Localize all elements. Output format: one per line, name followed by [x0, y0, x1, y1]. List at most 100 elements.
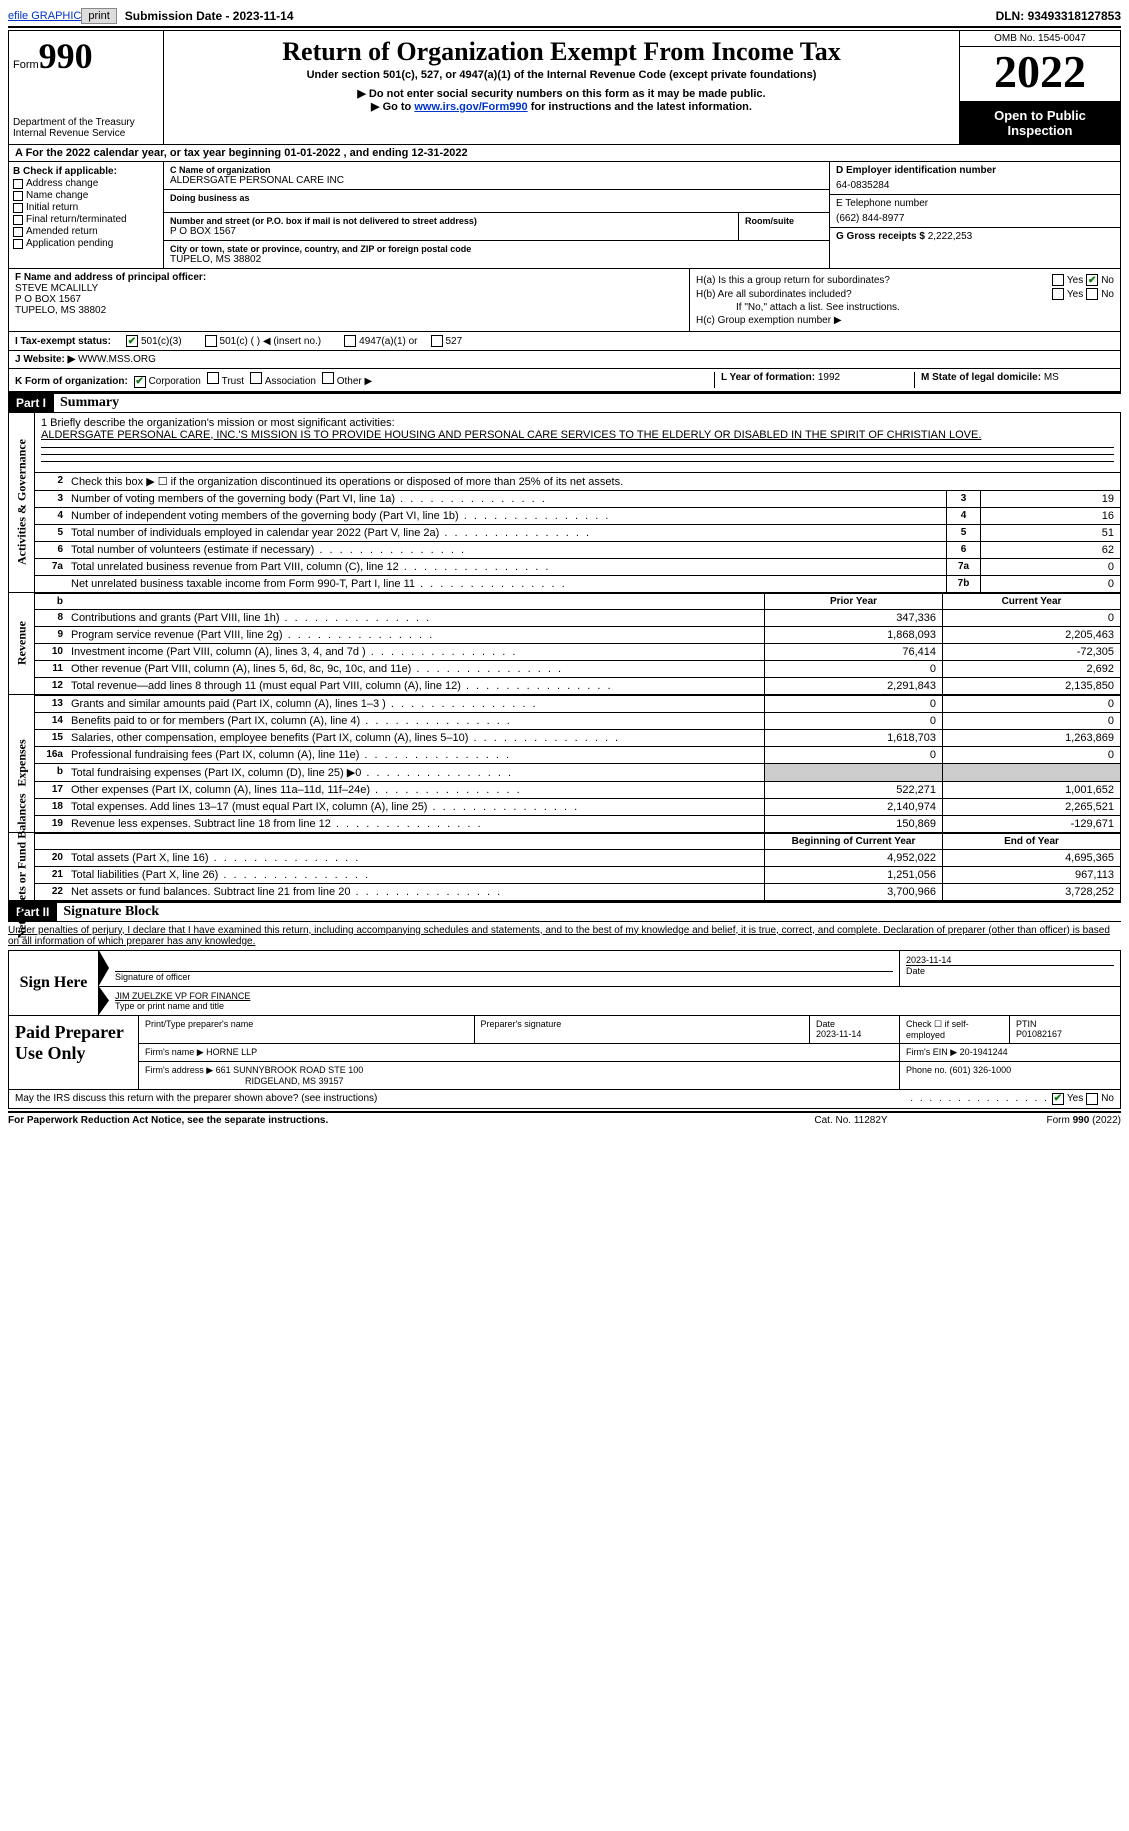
submission-date-label: Submission Date - 2023-11-14 — [125, 9, 294, 23]
chk-app-pending[interactable]: Application pending — [13, 238, 159, 249]
checkbox-icon[interactable] — [431, 335, 443, 347]
sign-here-label: Sign Here — [9, 951, 99, 1015]
table-row: 22 Net assets or fund balances. Subtract… — [35, 883, 1120, 900]
chk-address-change[interactable]: Address change — [13, 178, 159, 189]
firm-ein: 20-1941244 — [960, 1047, 1008, 1057]
paperwork-notice: For Paperwork Reduction Act Notice, see … — [8, 1115, 761, 1126]
checkbox-icon[interactable] — [250, 372, 262, 384]
checkbox-icon — [13, 191, 23, 201]
checkbox-icon[interactable] — [1086, 1093, 1098, 1105]
street-address: P O BOX 1567 — [170, 226, 732, 237]
activities-governance-block: Activities & Governance 1 Briefly descri… — [8, 413, 1121, 593]
table-row: 20 Total assets (Part X, line 16)4,952,0… — [35, 849, 1120, 866]
checkbox-icon — [13, 215, 23, 225]
section-h: H(a) Is this a group return for subordin… — [690, 269, 1120, 331]
table-row: 18 Total expenses. Add lines 13–17 (must… — [35, 798, 1120, 815]
dba-label: Doing business as — [170, 193, 823, 203]
officer-printed: JIM ZUELZKE VP FOR FINANCE — [115, 991, 250, 1001]
section-klm: K Form of organization: ✔Corporation Tru… — [8, 369, 1121, 392]
efile-label: efile GRAPHIC — [8, 10, 81, 22]
section-c: C Name of organization ALDERSGATE PERSON… — [164, 162, 830, 268]
open-to-public: Open to Public Inspection — [960, 102, 1120, 144]
section-j: J Website: ▶ WWW.MSS.ORG — [8, 351, 1121, 369]
officer-printed-label: Type or print name and title — [115, 1001, 1114, 1011]
table-row: 17 Other expenses (Part IX, column (A), … — [35, 781, 1120, 798]
table-row: 12 Total revenue—add lines 8 through 11 … — [35, 677, 1120, 694]
dln: DLN: 93493318127853 — [996, 9, 1121, 23]
org-name: ALDERSGATE PERSONAL CARE INC — [170, 175, 823, 186]
header-left: Form990 Department of the Treasury Inter… — [9, 31, 164, 144]
checkbox-icon[interactable] — [1052, 288, 1064, 300]
checkbox-checked-icon[interactable]: ✔ — [1052, 1093, 1064, 1105]
header-mid: Return of Organization Exempt From Incom… — [164, 31, 960, 144]
summary-line: 4 Number of independent voting members o… — [35, 507, 1120, 524]
section-b: B Check if applicable: Address change Na… — [9, 162, 164, 268]
form-header: Form990 Department of the Treasury Inter… — [8, 30, 1121, 145]
chk-amended[interactable]: Amended return — [13, 226, 159, 237]
prep-sig-label: Preparer's signature — [475, 1016, 811, 1043]
arrow-icon — [99, 987, 109, 1015]
expenses-block: Expenses 13 Grants and similar amounts p… — [8, 695, 1121, 833]
firm-phone: (601) 326-1000 — [950, 1065, 1012, 1075]
table-row: 16a Professional fundraising fees (Part … — [35, 746, 1120, 763]
part-ii-title: Signature Block — [57, 904, 159, 920]
self-employed-check[interactable]: Check ☐ if self-employed — [900, 1016, 1010, 1043]
h-c: H(c) Group exemption number ▶ — [696, 315, 1114, 326]
checkbox-icon — [13, 227, 23, 237]
checkbox-icon[interactable] — [344, 335, 356, 347]
checkbox-icon[interactable] — [322, 372, 334, 384]
section-deg: D Employer identification number 64-0835… — [830, 162, 1120, 268]
checkbox-icon[interactable] — [1052, 274, 1064, 286]
irs-link[interactable]: www.irs.gov/Form990 — [414, 101, 527, 113]
checkbox-checked-icon[interactable]: ✔ — [1086, 274, 1098, 286]
no-ssn-note: ▶ Do not enter social security numbers o… — [170, 87, 953, 100]
table-row: 10 Investment income (Part VIII, column … — [35, 643, 1120, 660]
firm-addr1: 661 SUNNYBROOK ROAD STE 100 — [216, 1065, 364, 1075]
city-label: City or town, state or province, country… — [170, 244, 823, 254]
vtab-netassets: Net Assets or Fund Balances — [9, 833, 35, 900]
entity-block: B Check if applicable: Address change Na… — [8, 162, 1121, 269]
checkbox-icon[interactable] — [205, 335, 217, 347]
form-number: Form990 — [13, 35, 159, 77]
c-name-label: C Name of organization — [170, 165, 823, 175]
checkbox-icon[interactable] — [1086, 288, 1098, 300]
omb-number: OMB No. 1545-0047 — [960, 31, 1120, 47]
efile-link[interactable]: efile GRAPHIC — [8, 10, 81, 22]
officer-name: STEVE MCALILLY — [15, 283, 683, 294]
checkbox-checked-icon[interactable]: ✔ — [126, 335, 138, 347]
chk-initial-return[interactable]: Initial return — [13, 202, 159, 213]
print-button[interactable]: print — [81, 8, 116, 24]
chk-final-return[interactable]: Final return/terminated — [13, 214, 159, 225]
page-footer: For Paperwork Reduction Act Notice, see … — [8, 1111, 1121, 1126]
cat-no: Cat. No. 11282Y — [761, 1115, 941, 1126]
addr-label: Number and street (or P.O. box if mail i… — [170, 216, 732, 226]
part-i-bar: Part I — [8, 394, 54, 412]
header-right: OMB No. 1545-0047 2022 Open to Public In… — [960, 31, 1120, 144]
city-state-zip: TUPELO, MS 38802 — [170, 254, 823, 265]
b-label: B Check if applicable: — [13, 166, 159, 177]
section-k: K Form of organization: ✔Corporation Tru… — [15, 372, 714, 388]
h-b: H(b) Are all subordinates included? Yes … — [696, 288, 1114, 300]
section-l: L Year of formation: 1992 — [714, 372, 914, 388]
discuss-row: May the IRS discuss this return with the… — [8, 1090, 1121, 1109]
checkbox-icon[interactable] — [207, 372, 219, 384]
summary-line: 6 Total number of volunteers (estimate i… — [35, 541, 1120, 558]
form-subtitle: Under section 501(c), 527, or 4947(a)(1)… — [170, 69, 953, 81]
block-fh: F Name and address of principal officer:… — [8, 269, 1121, 332]
firm-name: HORNE LLP — [206, 1047, 257, 1057]
h-a: H(a) Is this a group return for subordin… — [696, 274, 1114, 286]
summary-line: Net unrelated business taxable income fr… — [35, 575, 1120, 592]
summary-line: 5 Total number of individuals employed i… — [35, 524, 1120, 541]
gross-receipts: 2,222,253 — [928, 231, 973, 242]
summary-line: 7a Total unrelated business revenue from… — [35, 558, 1120, 575]
table-row: 9 Program service revenue (Part VIII, li… — [35, 626, 1120, 643]
part-ii-header: Part II Signature Block — [8, 901, 1121, 922]
top-bar: efile GRAPHIC print Submission Date - 20… — [8, 8, 1121, 28]
checkbox-checked-icon[interactable]: ✔ — [134, 376, 146, 388]
arrow-icon — [99, 951, 109, 986]
revenue-block: Revenue b Prior Year Current Year 8 Cont… — [8, 593, 1121, 695]
tax-year: 2022 — [960, 47, 1120, 102]
room-label: Room/suite — [745, 216, 823, 226]
table-row: 11 Other revenue (Part VIII, column (A),… — [35, 660, 1120, 677]
chk-name-change[interactable]: Name change — [13, 190, 159, 201]
